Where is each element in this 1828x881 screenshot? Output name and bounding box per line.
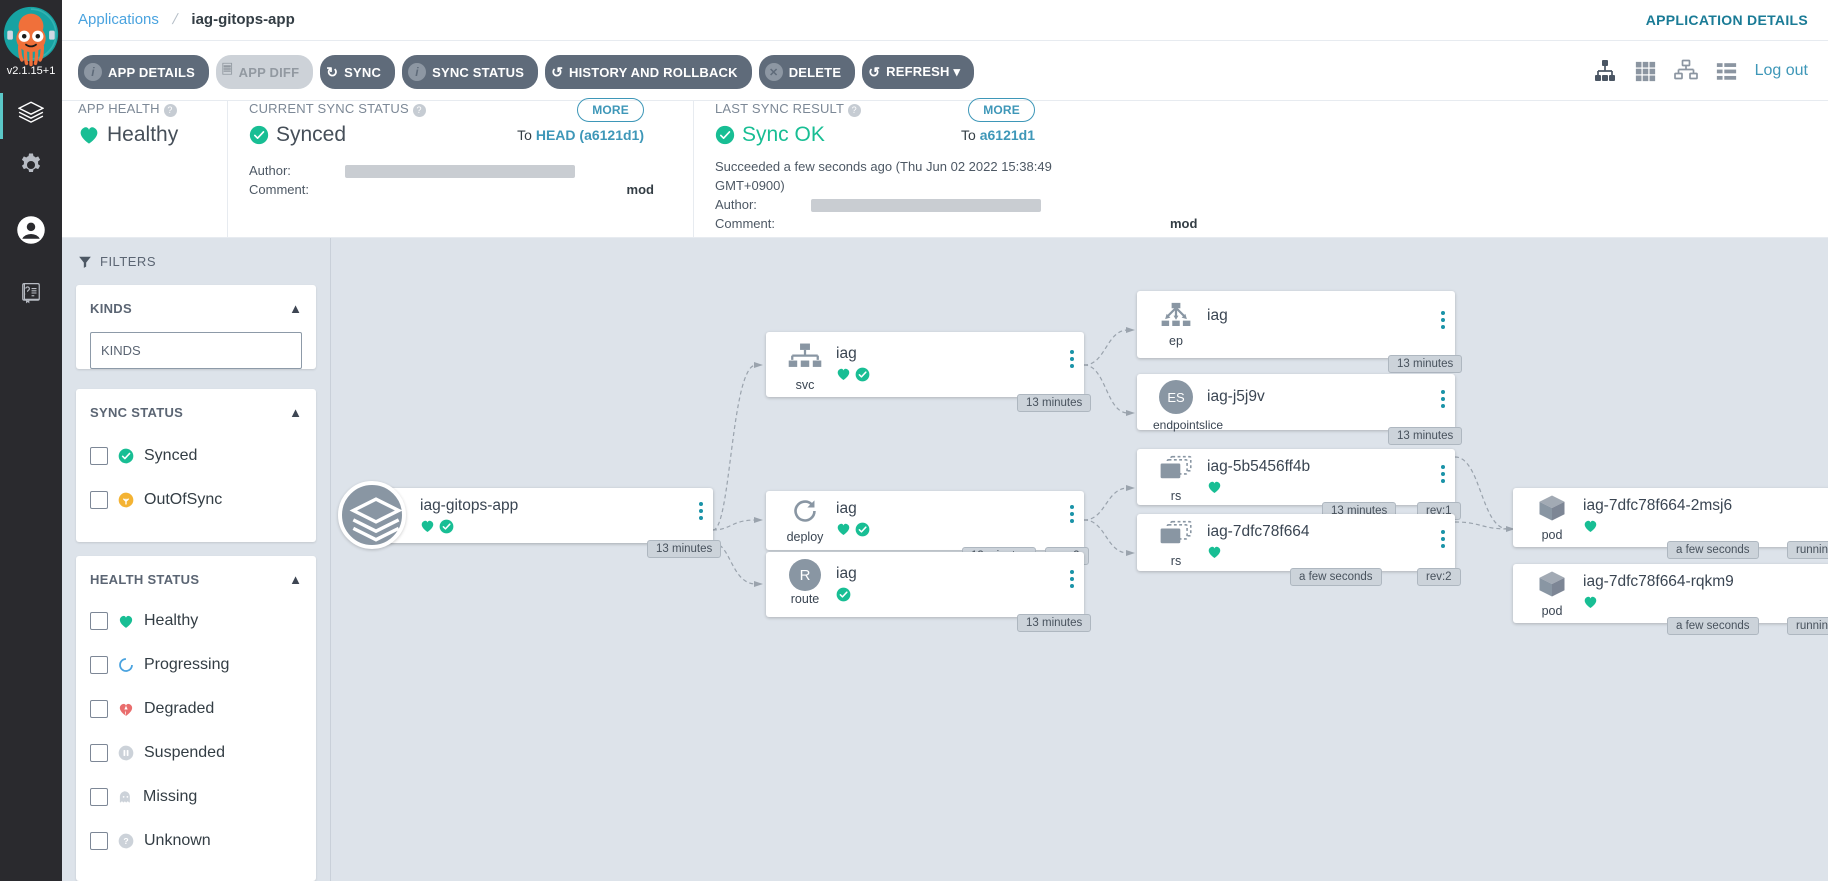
svg-text:?: ? [123, 836, 128, 846]
